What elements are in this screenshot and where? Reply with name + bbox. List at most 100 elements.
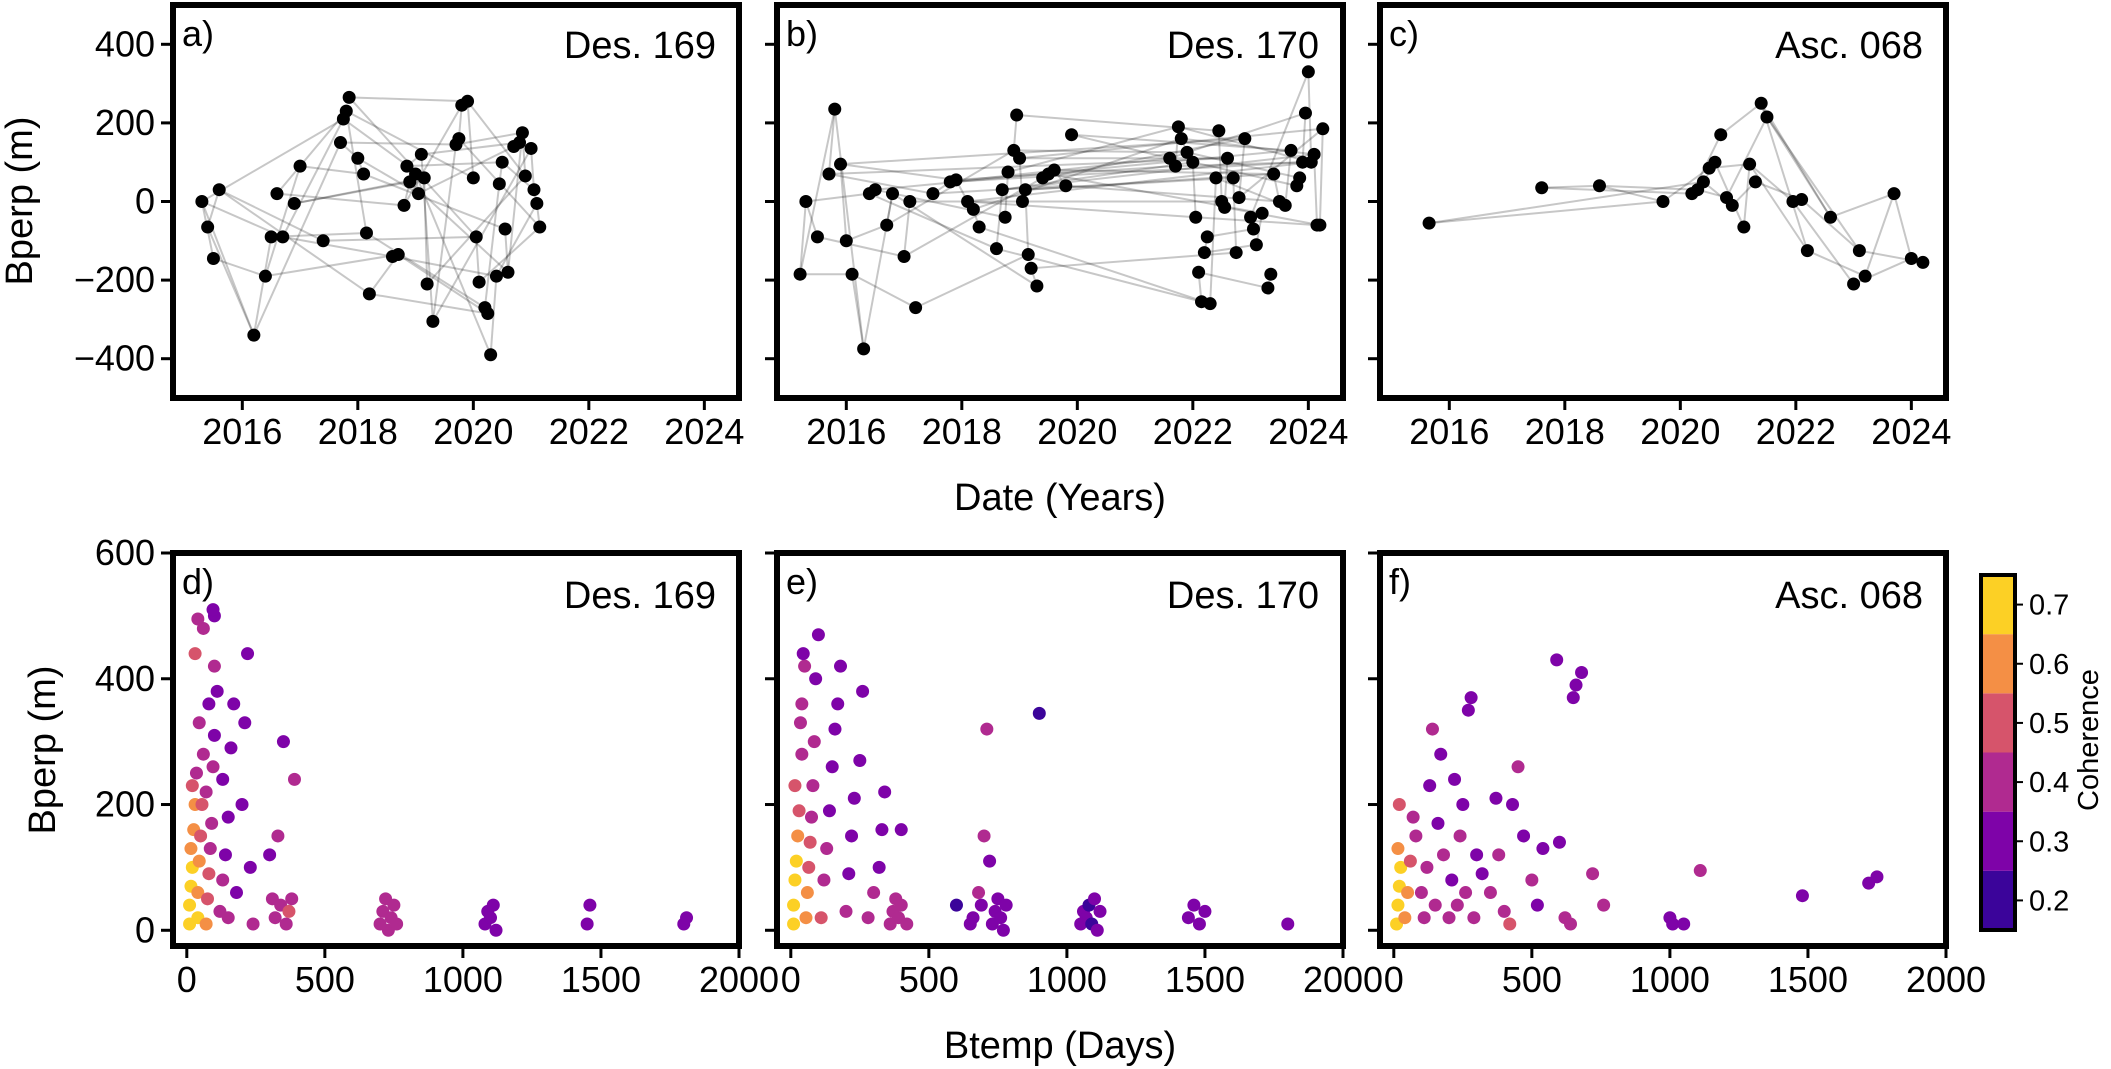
data-point bbox=[1448, 772, 1462, 786]
baseline-edge bbox=[851, 274, 865, 350]
baseline-edge bbox=[967, 200, 1196, 219]
data-point bbox=[1394, 860, 1408, 874]
baseline-edge bbox=[423, 177, 429, 285]
baseline-edge bbox=[1301, 113, 1307, 163]
baseline-edge bbox=[252, 236, 273, 336]
data-point bbox=[530, 196, 544, 210]
data-point bbox=[524, 141, 538, 155]
data-point bbox=[802, 860, 816, 874]
data-point bbox=[183, 898, 197, 912]
data-point bbox=[194, 829, 208, 843]
data-point bbox=[787, 898, 801, 912]
data-point bbox=[820, 842, 834, 856]
data-point bbox=[1870, 870, 1884, 884]
data-point bbox=[1666, 917, 1680, 931]
data-point bbox=[853, 754, 867, 768]
data-point bbox=[926, 187, 940, 201]
data-point bbox=[484, 348, 498, 362]
data-point bbox=[1737, 220, 1751, 234]
data-point bbox=[202, 697, 216, 711]
data-point bbox=[1550, 653, 1564, 667]
baseline-edge bbox=[1249, 71, 1310, 218]
data-point bbox=[998, 210, 1012, 224]
data-point bbox=[333, 136, 347, 150]
data-point bbox=[1409, 829, 1423, 843]
data-point bbox=[466, 171, 480, 185]
data-point bbox=[1800, 244, 1814, 258]
coherence-colorbar: 0.2 0.3 0.4 0.5 0.6 0.7 bbox=[1979, 573, 2069, 932]
data-point bbox=[1693, 864, 1707, 878]
baseline-edge bbox=[1007, 125, 1179, 173]
panel-a: a) Des. 169 2016 2018 2020 2022 2024 400 200 0 −… bbox=[74, 2, 744, 452]
panel-f-letter: f) bbox=[1389, 561, 1411, 602]
data-point bbox=[1197, 246, 1211, 260]
baseline-edge bbox=[397, 253, 489, 315]
panel-e-title: Des. 170 bbox=[1167, 575, 1319, 617]
data-point bbox=[1059, 179, 1073, 193]
data-point bbox=[1552, 835, 1566, 849]
baseline-edge bbox=[201, 118, 344, 203]
baseline-edge bbox=[1742, 164, 1751, 228]
baseline-edge bbox=[950, 161, 1303, 183]
x-tick-label: 1000 bbox=[1630, 959, 1710, 1000]
data-point bbox=[857, 342, 871, 356]
data-point bbox=[390, 917, 404, 931]
data-point bbox=[492, 177, 506, 191]
data-point bbox=[243, 860, 257, 874]
baseline-edge bbox=[1284, 150, 1293, 206]
data-point bbox=[206, 760, 220, 774]
baseline-edge bbox=[1004, 171, 1010, 218]
baseline-edge bbox=[1662, 167, 1710, 203]
data-point bbox=[207, 728, 221, 742]
data-point bbox=[203, 842, 217, 856]
data-point bbox=[996, 923, 1010, 937]
y-tick-label: 200 bbox=[95, 784, 155, 825]
baseline-edge bbox=[421, 141, 520, 156]
x-tick-label: 1500 bbox=[1165, 959, 1245, 1000]
x-tick-label: 2016 bbox=[202, 411, 282, 452]
baseline-edge bbox=[369, 292, 488, 315]
data-point bbox=[1586, 867, 1600, 881]
data-point bbox=[834, 157, 848, 171]
baseline-edge bbox=[839, 164, 848, 241]
baseline-edge bbox=[799, 201, 807, 275]
colorbar-tick-label: 0.2 bbox=[2029, 885, 2069, 917]
data-point bbox=[1391, 898, 1405, 912]
data-point bbox=[227, 697, 241, 711]
baseline-edge bbox=[955, 165, 1176, 181]
x-tick-label: 1500 bbox=[561, 959, 641, 1000]
data-point bbox=[1414, 886, 1428, 900]
baseline-edge bbox=[282, 235, 393, 258]
data-point bbox=[230, 886, 244, 900]
baseline-edge bbox=[1071, 133, 1170, 160]
data-point bbox=[195, 195, 209, 208]
baseline-edge bbox=[1065, 184, 1280, 203]
data-point bbox=[1174, 132, 1188, 146]
baseline-edge bbox=[426, 175, 527, 285]
data-point bbox=[1503, 917, 1517, 931]
data-point bbox=[868, 183, 882, 197]
baseline-edge bbox=[218, 188, 324, 242]
data-point bbox=[792, 804, 806, 818]
data-point bbox=[1445, 873, 1459, 887]
data-point bbox=[192, 716, 206, 730]
x-tick-label: 2020 bbox=[1037, 411, 1117, 452]
data-point bbox=[411, 187, 425, 201]
panel-a-plot: 2016 2018 2020 2022 2024 400 200 0 −200 −400 bbox=[74, 23, 744, 452]
data-point bbox=[1425, 722, 1439, 736]
baseline-edge bbox=[418, 145, 515, 195]
y-tick-label: 0 bbox=[135, 909, 155, 950]
data-point bbox=[238, 716, 252, 730]
panel-d-title: Des. 169 bbox=[564, 575, 716, 617]
data-point bbox=[1220, 151, 1234, 165]
baseline-edge bbox=[218, 188, 370, 295]
baseline-edge bbox=[264, 165, 302, 277]
baseline-edge bbox=[501, 161, 535, 191]
data-point bbox=[391, 248, 405, 262]
data-point bbox=[1417, 911, 1431, 925]
data-point bbox=[1470, 848, 1484, 862]
data-point bbox=[1015, 195, 1029, 208]
data-point bbox=[977, 829, 991, 843]
data-point bbox=[357, 167, 371, 181]
data-point bbox=[1232, 191, 1246, 205]
